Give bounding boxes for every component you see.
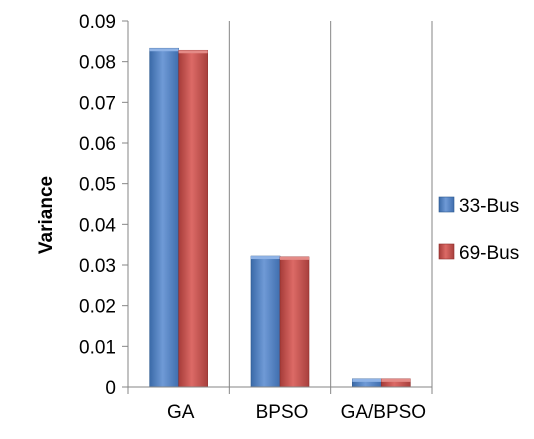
bar-69-bus-bpso bbox=[279, 256, 310, 388]
legend: 33-Bus 69-Bus bbox=[438, 196, 519, 264]
x-category-labels: GA BPSO GA/BPSO bbox=[167, 402, 426, 423]
y-tick-label: 0.09 bbox=[79, 12, 116, 33]
bar-top-highlight bbox=[251, 256, 280, 260]
bar-top-highlight bbox=[280, 256, 309, 260]
y-tick-label: 0.06 bbox=[79, 134, 116, 155]
y-tick-label: 0.03 bbox=[79, 256, 116, 277]
bar-69-bus-ga bbox=[178, 49, 208, 388]
y-tick-label: 0.07 bbox=[79, 93, 116, 114]
bar-top-highlight bbox=[149, 48, 179, 52]
x-category-label: GA bbox=[167, 402, 195, 423]
y-tick-label: 0.05 bbox=[79, 175, 116, 196]
legend-swatch-33-bus bbox=[438, 196, 455, 213]
y-tick-label: 0.02 bbox=[79, 297, 116, 318]
x-category-label: GA/BPSO bbox=[341, 402, 427, 423]
y-axis-title: Variance bbox=[36, 176, 57, 254]
x-category-label: BPSO bbox=[256, 402, 309, 423]
grid-lines bbox=[228, 21, 433, 387]
y-tick-label: 0.04 bbox=[79, 215, 116, 236]
bar-top-highlight bbox=[352, 378, 382, 382]
bar-33-bus-bpso bbox=[250, 255, 281, 388]
legend-label-33-bus: 33-Bus bbox=[459, 196, 519, 217]
legend-label-69-bus: 69-Bus bbox=[459, 243, 519, 264]
bar-top-highlight bbox=[178, 50, 208, 54]
y-tick-label: 0 bbox=[105, 378, 116, 399]
axes bbox=[122, 20, 433, 394]
bars bbox=[149, 47, 411, 388]
bar-33-bus-ga bbox=[149, 47, 179, 388]
y-tick-label: 0.08 bbox=[79, 53, 116, 74]
legend-swatch-69-bus bbox=[438, 243, 455, 260]
bar-top-highlight bbox=[381, 378, 411, 382]
y-tick-labels: 0 0.01 0.02 0.03 0.04 0.05 0.06 0.07 0.08 0.09 bbox=[79, 12, 116, 399]
y-tick-label: 0.01 bbox=[79, 337, 116, 358]
